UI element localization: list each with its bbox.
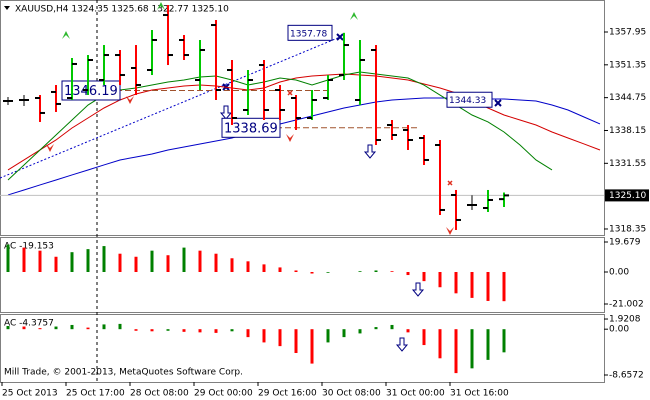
y-tick-label: 1344.75 xyxy=(609,93,646,103)
sell-signal xyxy=(446,227,454,235)
small-mark xyxy=(447,180,453,186)
x-tick-label: 29 Oct 16:00 xyxy=(258,389,317,399)
y-tick-label: 1.9208 xyxy=(609,315,641,325)
level-label: 1346.19 xyxy=(64,84,118,99)
y-tick-label: 1331.55 xyxy=(609,159,646,169)
sell-signal xyxy=(126,96,134,104)
x-tick-label: 28 Oct 08:00 xyxy=(130,389,189,399)
y-tick-label: -8.6572 xyxy=(609,370,644,380)
level-label-box xyxy=(446,91,493,108)
moving-average xyxy=(7,97,601,196)
x-tick-label: 25 Oct 2013 xyxy=(2,389,58,399)
x-tick-label: 30 Oct 08:00 xyxy=(322,389,381,399)
buy-signal xyxy=(62,31,70,39)
moving-average xyxy=(7,73,601,171)
y-tick-label: 19.679 xyxy=(609,238,641,248)
level-label-box xyxy=(287,24,333,41)
sell-signal xyxy=(286,134,294,142)
x-tick-label: 31 Oct 16:00 xyxy=(450,389,509,399)
y-tick-label: 1357.95 xyxy=(609,27,646,37)
y-tick-label: 0.00 xyxy=(609,267,629,277)
ac-title: AC -4.3757 xyxy=(4,319,54,329)
y-tick-label: 0.00 xyxy=(609,325,629,335)
trend-line xyxy=(0,36,341,179)
level-label-box xyxy=(221,117,281,138)
pivot-mark xyxy=(336,33,344,41)
level-label: 1338.69 xyxy=(224,121,278,136)
y-tick-label: -21.002 xyxy=(609,300,644,310)
buy-signal xyxy=(157,2,165,10)
ac-panel-2 xyxy=(0,314,605,383)
copyright: Mill Trade, © 2001-2013, MetaQuotes Soft… xyxy=(4,368,243,378)
sell-signal xyxy=(46,144,54,152)
main-panel xyxy=(0,0,605,236)
down-arrow xyxy=(395,337,409,352)
small-mark xyxy=(287,90,293,96)
x-tick-label: 29 Oct 00:00 xyxy=(194,389,253,399)
down-arrow xyxy=(219,105,233,120)
level-label: 1357.78 xyxy=(290,29,327,39)
level-label-box xyxy=(61,80,121,101)
buy-signal xyxy=(350,12,358,20)
level-label: 1344.33 xyxy=(449,96,486,106)
menu-icon[interactable] xyxy=(4,6,10,10)
y-tick-label: 1351.35 xyxy=(609,60,646,70)
y-tick-label: 1318.35 xyxy=(609,224,646,234)
chart-title: XAUUSD,H4 1324.35 1325.68 1322.77 1325.1… xyxy=(15,5,229,15)
x-tick-label: 31 Oct 00:00 xyxy=(386,389,445,399)
down-arrow xyxy=(363,144,377,159)
ac-panel-1 xyxy=(0,237,605,313)
down-arrow xyxy=(411,282,425,297)
ac-title: AC -19.153 xyxy=(4,242,54,252)
pivot-mark xyxy=(494,99,502,107)
x-tick-label: 25 Oct 17:00 xyxy=(66,389,125,399)
price-badge xyxy=(605,189,649,202)
price-badge-label: 1325.10 xyxy=(609,191,646,201)
y-tick-label: 1338.15 xyxy=(609,126,646,136)
